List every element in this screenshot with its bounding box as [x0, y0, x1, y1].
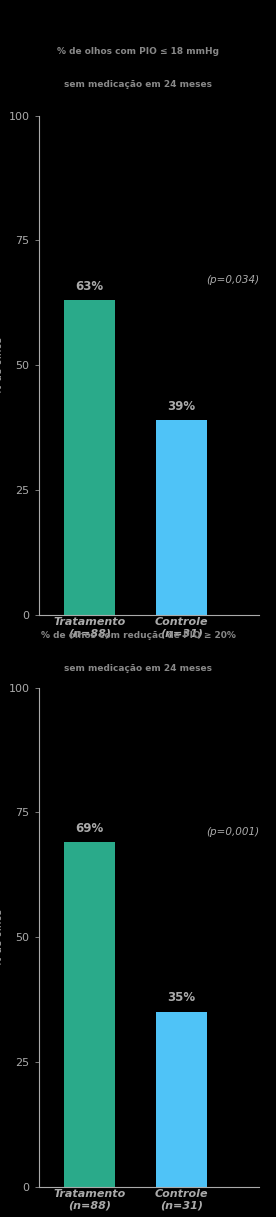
Text: (p=0,001): (p=0,001) [206, 828, 259, 837]
Text: 35%: 35% [167, 992, 195, 1004]
Text: 69%: 69% [75, 821, 104, 835]
Text: sem medicação em 24 meses: sem medicação em 24 meses [64, 664, 212, 673]
Bar [156, 1013, 206, 1187]
Text: sem medicação em 24 meses: sem medicação em 24 meses [64, 80, 212, 89]
Text: 39%: 39% [167, 399, 195, 413]
Bar [64, 842, 115, 1187]
Text: % de olhos com redução de PIO ≥ 20%: % de olhos com redução de PIO ≥ 20% [41, 630, 235, 640]
Text: (p=0,034): (p=0,034) [206, 275, 259, 285]
Bar [156, 420, 206, 615]
Text: % de olhos com PIO ≤ 18 mmHg: % de olhos com PIO ≤ 18 mmHg [57, 46, 219, 56]
Bar [64, 301, 115, 615]
Y-axis label: % de olhos: % de olhos [0, 908, 4, 966]
Text: 63%: 63% [75, 280, 103, 293]
Y-axis label: % de olhos: % de olhos [0, 336, 4, 394]
